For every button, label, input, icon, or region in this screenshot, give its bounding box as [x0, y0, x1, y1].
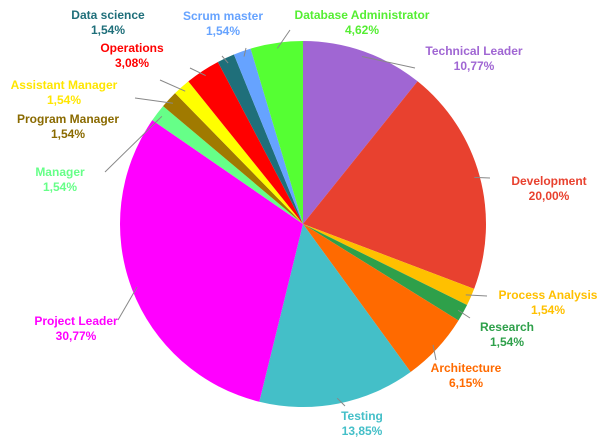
slice-label: Testing: [341, 409, 383, 423]
pie-slice: [175, 81, 303, 225]
slice-value-label: 3,08%: [115, 56, 149, 70]
slice-label: Operations: [100, 41, 164, 55]
leader-line: [336, 397, 346, 407]
slice-value-label: 1,54%: [43, 180, 77, 194]
pie-slice: [259, 224, 411, 407]
pie-slice: [303, 224, 475, 306]
slice-label: Development: [511, 174, 586, 188]
slice-label: Manager: [35, 165, 85, 179]
pie-slice: [303, 224, 459, 372]
pie-slice: [217, 54, 303, 224]
leader-line: [457, 309, 471, 319]
slice-label: Architecture: [431, 361, 502, 375]
slice-value-label: 13,85%: [342, 424, 383, 438]
leader-line: [361, 56, 416, 69]
leader-line: [243, 47, 247, 57]
slice-value-label: 1,54%: [47, 93, 81, 107]
leader-line: [117, 286, 138, 321]
slice-value-label: 10,77%: [454, 59, 495, 73]
slice-label: Data science: [71, 8, 145, 22]
slice-value-label: 6,15%: [449, 376, 483, 390]
slice-label: Assistant Manager: [11, 78, 118, 92]
leader-line: [276, 29, 291, 49]
pie-slice: [152, 106, 303, 224]
slice-value-label: 1,54%: [206, 24, 240, 38]
pie-slice: [250, 41, 303, 224]
slice-label: Database Administrator: [295, 8, 430, 22]
pie-slice: [188, 61, 303, 225]
slice-value-label: 1,54%: [490, 335, 524, 349]
slice-value-label: 20,00%: [529, 189, 570, 203]
leader-line: [159, 79, 186, 92]
leader-line: [465, 294, 488, 297]
leader-line: [134, 97, 174, 104]
leader-line: [221, 55, 229, 64]
pie-slice: [163, 93, 303, 224]
slice-value-label: 1,54%: [51, 127, 85, 141]
pie-slice: [303, 41, 418, 224]
slice-value-label: 1,54%: [531, 303, 565, 317]
slice-label: Project Leader: [34, 314, 118, 328]
slice-label: Process Analysis: [499, 288, 598, 302]
leader-line: [104, 115, 163, 173]
slice-value-label: 1,54%: [91, 23, 125, 37]
slice-label: Technical Leader: [425, 44, 522, 58]
slice-label: Scrum master: [183, 9, 263, 23]
slice-value-label: 4,62%: [345, 23, 379, 37]
pie-slice: [119, 120, 303, 402]
leader-line: [189, 67, 206, 77]
slice-label: Research: [480, 320, 534, 334]
leader-line: [474, 176, 491, 179]
slice-value-label: 30,77%: [56, 329, 97, 343]
leader-line: [432, 344, 437, 361]
pie-slice: [233, 48, 303, 225]
pie-slice: [303, 224, 468, 321]
pie-slice: [303, 81, 486, 289]
slice-label: Program Manager: [17, 112, 119, 126]
